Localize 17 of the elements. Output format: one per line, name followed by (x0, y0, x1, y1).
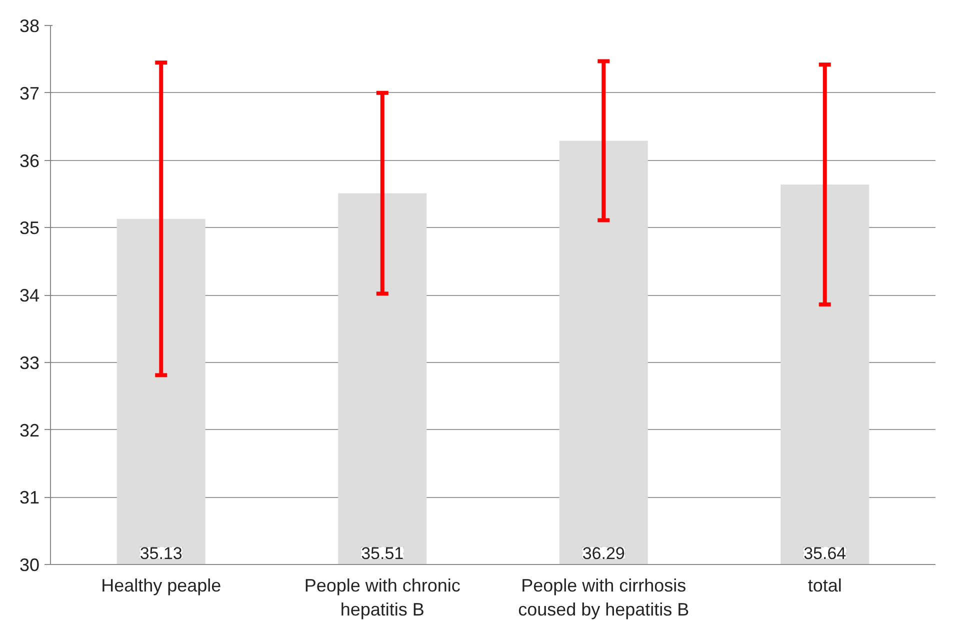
x-tick-label: Healthy peaple (101, 576, 222, 596)
y-tick-label: 32 (19, 420, 40, 440)
y-tick-label: 33 (19, 352, 40, 373)
x-tick-label: People with cirrhosis coused by hepatitis B (518, 576, 690, 620)
y-tick-label: 37 (19, 83, 40, 104)
y-tick-label: 34 (19, 286, 40, 306)
y-tick-label: 38 (19, 16, 40, 36)
y-tick-label: 36 (19, 150, 40, 171)
data-label: 35.64 (804, 544, 846, 564)
data-label: 36.29 (582, 544, 625, 564)
y-tick-label: 35 (19, 218, 40, 238)
y-tick-label: 31 (19, 488, 40, 508)
x-tick-label: total (808, 576, 842, 596)
data-label: 35.13 (140, 544, 182, 564)
x-tick-label: People with chronic hepatitis B (304, 576, 460, 620)
data-label: 35.51 (361, 544, 404, 564)
y-tick-label: 30 (19, 555, 40, 575)
